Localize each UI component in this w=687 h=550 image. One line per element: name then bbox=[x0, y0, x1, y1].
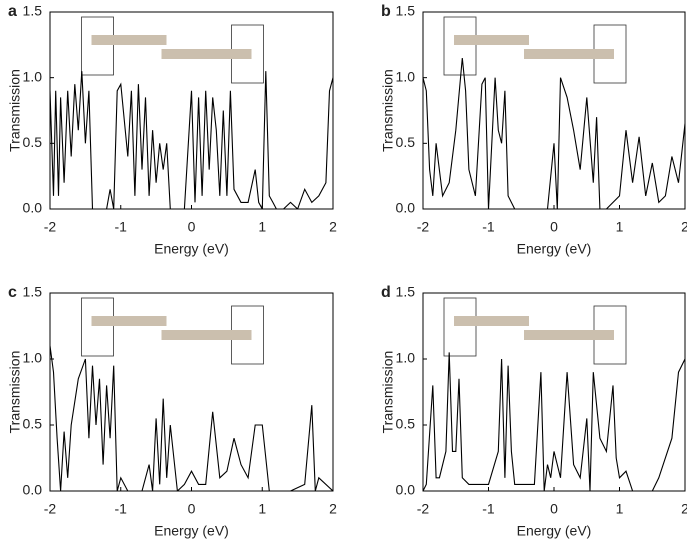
transmission-line bbox=[50, 71, 333, 209]
x-tick-label: -2 bbox=[44, 219, 57, 235]
transmission-line bbox=[50, 345, 333, 491]
x-tick-label: 0 bbox=[188, 219, 196, 235]
x-axis-title: Energy (eV) bbox=[517, 523, 592, 539]
inset-ribbon-a bbox=[454, 35, 529, 45]
x-tick-label: -1 bbox=[482, 219, 495, 235]
x-tick-label: 2 bbox=[681, 219, 687, 235]
y-tick-label: 0.0 bbox=[23, 200, 43, 216]
panel-label: b bbox=[381, 3, 391, 20]
x-tick-label: 1 bbox=[258, 219, 266, 235]
inset-ribbon-a bbox=[91, 316, 167, 326]
y-axis-title: Transmission bbox=[7, 69, 23, 152]
inset-lead-left bbox=[81, 16, 114, 76]
y-tick-label: 1.0 bbox=[396, 350, 416, 366]
y-tick-label: 0.5 bbox=[23, 416, 43, 432]
x-tick-label: 2 bbox=[329, 219, 337, 235]
y-tick-label: 0.0 bbox=[396, 482, 416, 498]
y-tick-label: 1.0 bbox=[23, 68, 43, 84]
y-tick-label: 1.0 bbox=[396, 68, 416, 84]
inset-ribbon-b bbox=[524, 49, 614, 59]
panel-label: a bbox=[8, 3, 17, 20]
x-tick-label: 0 bbox=[188, 501, 196, 517]
x-tick-label: 0 bbox=[550, 501, 558, 517]
x-tick-label: 2 bbox=[329, 501, 337, 517]
y-tick-label: 0.5 bbox=[396, 134, 416, 150]
y-tick-label: 1.5 bbox=[396, 3, 416, 19]
transmission-line bbox=[423, 57, 685, 209]
x-tick-label: 1 bbox=[616, 219, 624, 235]
y-tick-label: 0.5 bbox=[396, 416, 416, 432]
inset-ribbon-a bbox=[91, 35, 167, 45]
transmission-line bbox=[423, 352, 685, 491]
panel-label: d bbox=[381, 284, 391, 301]
inset-lead-left bbox=[81, 297, 114, 357]
y-axis-title: Transmission bbox=[380, 69, 396, 152]
y-tick-label: 1.5 bbox=[23, 284, 43, 300]
x-tick-label: -2 bbox=[417, 219, 430, 235]
y-tick-label: 1.0 bbox=[23, 350, 43, 366]
x-tick-label: -1 bbox=[115, 219, 128, 235]
x-tick-label: -1 bbox=[115, 501, 128, 517]
x-axis-title: Energy (eV) bbox=[154, 241, 229, 257]
y-tick-label: 0.0 bbox=[396, 200, 416, 216]
inset-lead-left bbox=[443, 16, 477, 76]
y-tick-label: 1.5 bbox=[23, 3, 43, 19]
inset-lead-left bbox=[443, 297, 477, 357]
y-tick-label: 0.5 bbox=[23, 134, 43, 150]
y-tick-label: 0.0 bbox=[23, 482, 43, 498]
inset-ribbon-b bbox=[161, 49, 252, 59]
x-tick-label: -1 bbox=[482, 501, 495, 517]
x-tick-label: 1 bbox=[258, 501, 266, 517]
inset-ribbon-a bbox=[454, 316, 529, 326]
x-tick-label: 2 bbox=[681, 501, 687, 517]
x-tick-label: -2 bbox=[417, 501, 430, 517]
inset-ribbon-b bbox=[524, 330, 614, 340]
y-axis-title: Transmission bbox=[7, 351, 23, 434]
y-axis-title: Transmission bbox=[380, 351, 396, 434]
inset-ribbon-b bbox=[161, 330, 252, 340]
x-axis-title: Energy (eV) bbox=[154, 523, 229, 539]
x-tick-label: -2 bbox=[44, 501, 57, 517]
x-axis-title: Energy (eV) bbox=[517, 241, 592, 257]
x-tick-label: 0 bbox=[550, 219, 558, 235]
y-tick-label: 1.5 bbox=[396, 284, 416, 300]
panel-label: c bbox=[8, 284, 17, 301]
x-tick-label: 1 bbox=[616, 501, 624, 517]
